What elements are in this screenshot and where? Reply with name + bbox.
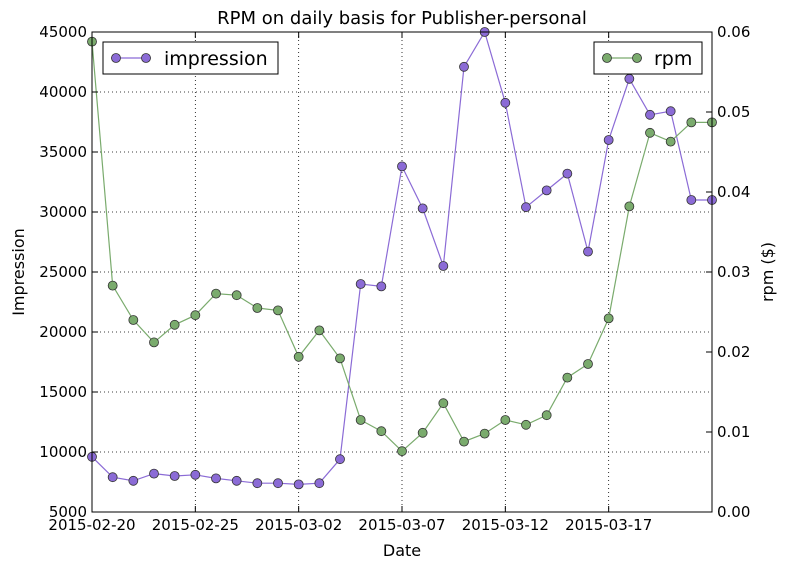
rpm-data-point bbox=[624, 201, 635, 212]
rpm-data-point bbox=[645, 127, 655, 138]
rpm-data-point bbox=[252, 303, 263, 313]
y-tick-label: 40000 bbox=[39, 83, 87, 101]
impression-data-point bbox=[376, 281, 387, 292]
rpm-data-point bbox=[603, 313, 614, 324]
legend-rpm-label: rpm bbox=[654, 48, 692, 70]
rpm-data-point bbox=[231, 290, 242, 301]
rpm-data-point bbox=[583, 359, 593, 369]
legend-rpm-marker bbox=[632, 53, 642, 63]
rpm-data-point bbox=[665, 136, 676, 147]
rpm-data-point bbox=[438, 398, 449, 409]
rpm-data-point bbox=[107, 280, 118, 291]
rpm-data-point bbox=[314, 325, 325, 336]
rpm-data-point bbox=[459, 436, 469, 447]
legend-impression-label: impression bbox=[164, 48, 268, 70]
impression-data-point bbox=[438, 261, 449, 271]
rpm-data-point bbox=[562, 372, 573, 383]
impression-data-point bbox=[252, 478, 263, 489]
y-tick-label: 5000 bbox=[49, 503, 87, 521]
impression-data-point bbox=[583, 246, 593, 257]
y2-axis-label: rpm ($) bbox=[758, 242, 777, 302]
rpm-data-point bbox=[293, 351, 304, 362]
series-group bbox=[87, 27, 717, 490]
rpm-data-point bbox=[397, 446, 407, 457]
impression-data-point bbox=[624, 73, 635, 84]
impression-data-point bbox=[314, 478, 325, 489]
chart-title: RPM on daily basis for Publisher-persona… bbox=[217, 8, 587, 29]
x-tick-label: 2015-03-12 bbox=[462, 516, 549, 534]
y2-tick-label: 0.01 bbox=[717, 423, 750, 441]
y2-tick-label: 0.06 bbox=[717, 23, 750, 41]
rpm-data-point bbox=[541, 410, 552, 421]
rpm-data-point bbox=[417, 427, 428, 438]
impression-data-point bbox=[211, 473, 221, 484]
impression-data-point bbox=[521, 202, 531, 213]
rpm-data-point bbox=[169, 319, 180, 330]
y-tick-label: 15000 bbox=[39, 383, 87, 401]
x-tick-label: 2015-03-17 bbox=[565, 516, 652, 534]
legend-rpm: rpm bbox=[593, 41, 703, 75]
rpm-data-point bbox=[273, 305, 283, 316]
impression-data-point bbox=[459, 61, 469, 72]
y2-tick-label: 0.00 bbox=[717, 503, 750, 521]
y2-tick-label: 0.05 bbox=[717, 103, 750, 121]
impression-data-point bbox=[562, 168, 573, 179]
y-tick-label: 10000 bbox=[39, 443, 87, 461]
y-tick-label: 20000 bbox=[39, 323, 87, 341]
impression-data-point bbox=[397, 161, 407, 172]
impression-data-point bbox=[128, 475, 139, 486]
impression-data-point bbox=[665, 106, 676, 117]
rpm-data-point bbox=[211, 288, 221, 299]
x-tick-label: 2015-03-07 bbox=[358, 516, 445, 534]
x-tick-label: 2015-03-02 bbox=[255, 516, 342, 534]
impression-data-point bbox=[273, 478, 283, 489]
legend-rpm-marker bbox=[602, 53, 612, 63]
impression-data-point bbox=[293, 479, 304, 490]
rpm-data-point bbox=[149, 337, 159, 348]
rpm-data-point bbox=[190, 310, 201, 321]
rpm-data-point bbox=[479, 428, 490, 439]
rpm-data-point bbox=[500, 415, 511, 425]
rpm-data-point bbox=[521, 419, 531, 430]
tick-labels: 2015-02-20 2015-02-25 2015-03-02 2015-03-07… bbox=[39, 23, 750, 534]
impression-data-point bbox=[107, 472, 118, 483]
grid-lines bbox=[92, 32, 712, 512]
impression-data-point bbox=[190, 469, 201, 480]
y-tick-label: 35000 bbox=[39, 143, 87, 161]
rpm-data-point bbox=[686, 117, 697, 128]
y-tick-label: 25000 bbox=[39, 263, 87, 281]
rpm-data-point bbox=[376, 426, 387, 437]
impression-data-point bbox=[686, 195, 697, 205]
y2-tick-label: 0.04 bbox=[717, 183, 750, 201]
impression-data-point bbox=[417, 203, 428, 214]
y-tick-label: 30000 bbox=[39, 203, 87, 221]
x-axis-label: Date bbox=[383, 541, 421, 560]
impression-data-point bbox=[645, 109, 655, 120]
impression-data-point bbox=[500, 97, 511, 108]
y2-tick-label: 0.03 bbox=[717, 263, 750, 281]
legend-impression-marker bbox=[111, 53, 121, 63]
x-tick-label: 2015-02-25 bbox=[152, 516, 239, 534]
impression-data-point bbox=[603, 135, 614, 145]
rpm-data-point bbox=[128, 315, 139, 325]
impression-data-point bbox=[335, 454, 345, 465]
legend-impression-marker bbox=[141, 53, 151, 63]
legend-impression: impression bbox=[102, 41, 279, 75]
y-axis-label: Impression bbox=[9, 228, 28, 316]
rpm-data-point bbox=[335, 353, 345, 364]
impression-data-point bbox=[231, 475, 242, 486]
impression-data-point bbox=[169, 471, 180, 481]
x-tick-label: 2015-02-20 bbox=[48, 516, 135, 534]
impression-data-point bbox=[149, 468, 159, 479]
impression-data-point bbox=[355, 279, 366, 289]
tick-marks bbox=[91, 31, 712, 513]
impression-data-point bbox=[541, 185, 552, 196]
y2-tick-label: 0.02 bbox=[717, 343, 750, 361]
rpm-data-point bbox=[355, 415, 366, 425]
y-tick-label: 45000 bbox=[39, 23, 87, 41]
